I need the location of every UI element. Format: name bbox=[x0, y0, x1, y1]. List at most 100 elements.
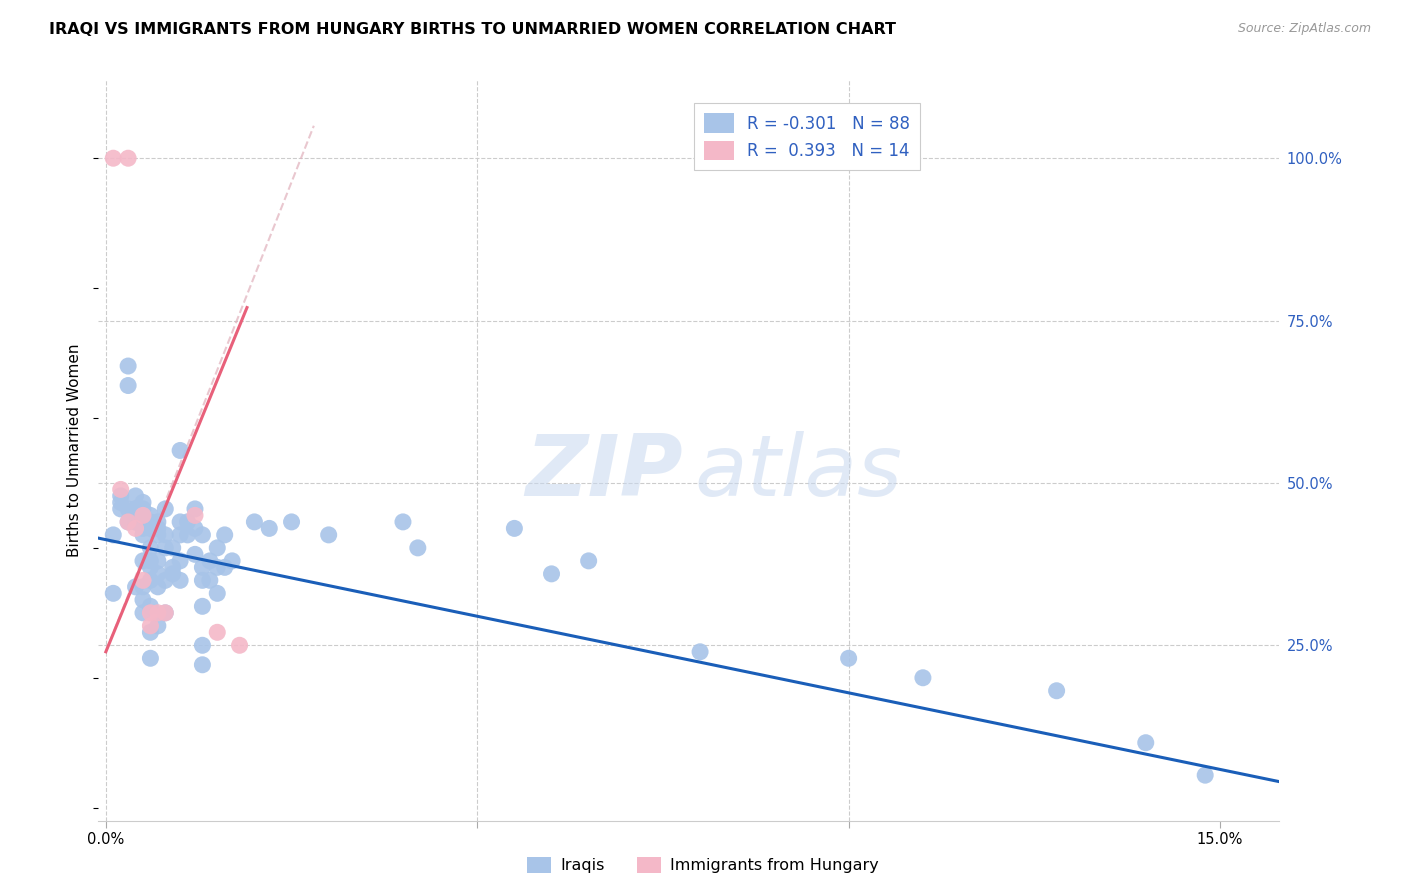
Point bbox=[139, 560, 162, 574]
Point bbox=[117, 515, 139, 529]
Point bbox=[1046, 683, 1069, 698]
Point bbox=[911, 671, 934, 685]
Point bbox=[198, 554, 221, 568]
Point bbox=[117, 378, 139, 392]
Point bbox=[139, 619, 162, 633]
Point bbox=[146, 619, 169, 633]
Point bbox=[503, 521, 526, 535]
Text: atlas: atlas bbox=[695, 431, 903, 514]
Point bbox=[1194, 768, 1216, 782]
Point bbox=[139, 606, 162, 620]
Point bbox=[155, 541, 177, 555]
Point bbox=[146, 580, 169, 594]
Point bbox=[406, 541, 429, 555]
Point bbox=[132, 592, 155, 607]
Point bbox=[207, 586, 229, 600]
Point bbox=[124, 502, 146, 516]
Point bbox=[280, 515, 302, 529]
Point bbox=[162, 560, 184, 574]
Point bbox=[103, 586, 125, 600]
Point bbox=[155, 606, 177, 620]
Point bbox=[132, 580, 155, 594]
Point bbox=[243, 515, 266, 529]
Point bbox=[228, 638, 250, 652]
Point bbox=[318, 528, 340, 542]
Legend: Iraqis, Immigrants from Hungary: Iraqis, Immigrants from Hungary bbox=[520, 850, 886, 880]
Point bbox=[139, 651, 162, 665]
Point bbox=[207, 560, 229, 574]
Point bbox=[191, 560, 214, 574]
Point bbox=[191, 599, 214, 614]
Point bbox=[146, 566, 169, 581]
Point bbox=[689, 645, 711, 659]
Text: Source: ZipAtlas.com: Source: ZipAtlas.com bbox=[1237, 22, 1371, 36]
Point bbox=[132, 508, 155, 523]
Point bbox=[124, 521, 146, 535]
Point bbox=[214, 560, 236, 574]
Point bbox=[191, 657, 214, 672]
Point bbox=[103, 528, 125, 542]
Point bbox=[146, 606, 169, 620]
Point bbox=[191, 528, 214, 542]
Point bbox=[169, 443, 191, 458]
Point bbox=[155, 502, 177, 516]
Point bbox=[176, 528, 198, 542]
Point bbox=[155, 528, 177, 542]
Point bbox=[169, 574, 191, 588]
Point bbox=[132, 528, 155, 542]
Point bbox=[176, 515, 198, 529]
Point bbox=[124, 489, 146, 503]
Point bbox=[139, 599, 162, 614]
Point bbox=[155, 574, 177, 588]
Point bbox=[132, 554, 155, 568]
Point bbox=[139, 554, 162, 568]
Point bbox=[117, 502, 139, 516]
Legend: R = -0.301   N = 88, R =  0.393   N = 14: R = -0.301 N = 88, R = 0.393 N = 14 bbox=[695, 103, 920, 170]
Point bbox=[191, 638, 214, 652]
Point bbox=[132, 502, 155, 516]
Point bbox=[169, 554, 191, 568]
Point bbox=[146, 528, 169, 542]
Point bbox=[207, 625, 229, 640]
Point bbox=[191, 574, 214, 588]
Point bbox=[132, 606, 155, 620]
Point bbox=[103, 151, 125, 165]
Point bbox=[110, 495, 132, 509]
Point bbox=[221, 554, 243, 568]
Point bbox=[132, 574, 155, 588]
Text: ZIP: ZIP bbox=[526, 431, 683, 514]
Point bbox=[139, 541, 162, 555]
Point bbox=[259, 521, 281, 535]
Point bbox=[169, 515, 191, 529]
Point bbox=[162, 541, 184, 555]
Point bbox=[124, 580, 146, 594]
Point bbox=[139, 515, 162, 529]
Point bbox=[540, 566, 562, 581]
Point bbox=[184, 508, 207, 523]
Point bbox=[132, 495, 155, 509]
Y-axis label: Births to Unmarried Women: Births to Unmarried Women bbox=[67, 343, 83, 558]
Point bbox=[139, 574, 162, 588]
Point bbox=[184, 521, 207, 535]
Point bbox=[124, 515, 146, 529]
Point bbox=[132, 515, 155, 529]
Point bbox=[184, 547, 207, 561]
Point bbox=[110, 489, 132, 503]
Point bbox=[162, 566, 184, 581]
Point bbox=[1135, 736, 1157, 750]
Point bbox=[155, 606, 177, 620]
Point bbox=[146, 554, 169, 568]
Point bbox=[169, 528, 191, 542]
Point bbox=[392, 515, 415, 529]
Point bbox=[139, 521, 162, 535]
Point bbox=[207, 541, 229, 555]
Point bbox=[110, 483, 132, 497]
Point bbox=[146, 521, 169, 535]
Point bbox=[838, 651, 860, 665]
Point bbox=[139, 508, 162, 523]
Point bbox=[198, 574, 221, 588]
Point bbox=[132, 521, 155, 535]
Point bbox=[124, 515, 146, 529]
Point bbox=[139, 625, 162, 640]
Point bbox=[184, 502, 207, 516]
